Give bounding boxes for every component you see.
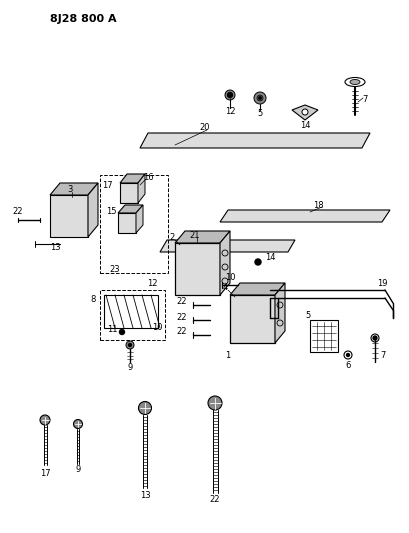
Bar [100, 290, 165, 340]
Text: 6: 6 [345, 360, 351, 369]
Text: 20: 20 [200, 123, 210, 132]
Polygon shape [175, 231, 230, 243]
Text: 17: 17 [102, 181, 112, 190]
Polygon shape [230, 283, 285, 295]
Text: 21: 21 [190, 230, 200, 239]
Circle shape [257, 95, 263, 101]
Text: 5: 5 [306, 311, 310, 319]
Text: 10: 10 [225, 273, 235, 282]
Text: 11: 11 [107, 326, 117, 335]
Text: 12: 12 [225, 108, 235, 117]
Circle shape [255, 259, 261, 265]
Polygon shape [220, 210, 390, 222]
Text: 9: 9 [75, 465, 81, 474]
Ellipse shape [345, 77, 365, 86]
Text: 2: 2 [169, 233, 175, 243]
Text: 7: 7 [380, 351, 386, 359]
Text: 22: 22 [13, 207, 23, 216]
Polygon shape [140, 133, 370, 148]
Polygon shape [120, 183, 138, 203]
Text: 15: 15 [106, 207, 116, 216]
Text: 9: 9 [127, 364, 133, 373]
Polygon shape [310, 320, 338, 352]
Polygon shape [220, 231, 230, 295]
Polygon shape [88, 183, 98, 237]
Text: 13: 13 [49, 244, 60, 253]
Polygon shape [175, 243, 220, 295]
Text: 14: 14 [265, 253, 275, 262]
Polygon shape [118, 205, 143, 213]
Polygon shape [118, 213, 136, 233]
Circle shape [302, 109, 308, 115]
Circle shape [225, 90, 235, 100]
Polygon shape [138, 174, 145, 203]
Text: 22: 22 [210, 496, 220, 505]
Circle shape [40, 415, 50, 425]
Circle shape [346, 353, 350, 357]
Text: 22: 22 [177, 327, 187, 336]
Text: 19: 19 [377, 279, 387, 287]
Circle shape [254, 92, 266, 104]
Polygon shape [136, 205, 143, 233]
Text: 14: 14 [300, 120, 310, 130]
Text: 1: 1 [225, 351, 231, 359]
Text: 5: 5 [257, 109, 263, 117]
Circle shape [227, 93, 232, 98]
Bar [100, 175, 168, 273]
Text: 22: 22 [177, 297, 187, 306]
Text: 16: 16 [143, 174, 153, 182]
Polygon shape [50, 183, 98, 195]
Text: 10: 10 [152, 322, 162, 332]
Polygon shape [275, 283, 285, 343]
Text: 3: 3 [67, 185, 73, 195]
Polygon shape [292, 105, 318, 120]
Text: 8J28 800 A: 8J28 800 A [50, 14, 117, 24]
Text: 12: 12 [147, 279, 157, 287]
Polygon shape [104, 295, 158, 328]
Circle shape [259, 97, 261, 99]
Text: 13: 13 [140, 490, 151, 499]
Polygon shape [120, 174, 145, 183]
Circle shape [119, 329, 124, 335]
Circle shape [139, 401, 151, 415]
Text: 22: 22 [177, 312, 187, 321]
Ellipse shape [350, 79, 360, 85]
Circle shape [128, 343, 132, 346]
Text: 4: 4 [222, 284, 228, 293]
Polygon shape [160, 240, 295, 252]
Polygon shape [50, 195, 88, 237]
Text: 18: 18 [313, 200, 323, 209]
Circle shape [74, 419, 83, 429]
Circle shape [208, 396, 222, 410]
Text: 8: 8 [90, 295, 96, 304]
Text: 7: 7 [362, 95, 368, 104]
Text: 23: 23 [110, 265, 120, 274]
Text: 17: 17 [40, 469, 50, 478]
Circle shape [373, 336, 377, 340]
Polygon shape [230, 295, 275, 343]
Circle shape [126, 341, 134, 349]
